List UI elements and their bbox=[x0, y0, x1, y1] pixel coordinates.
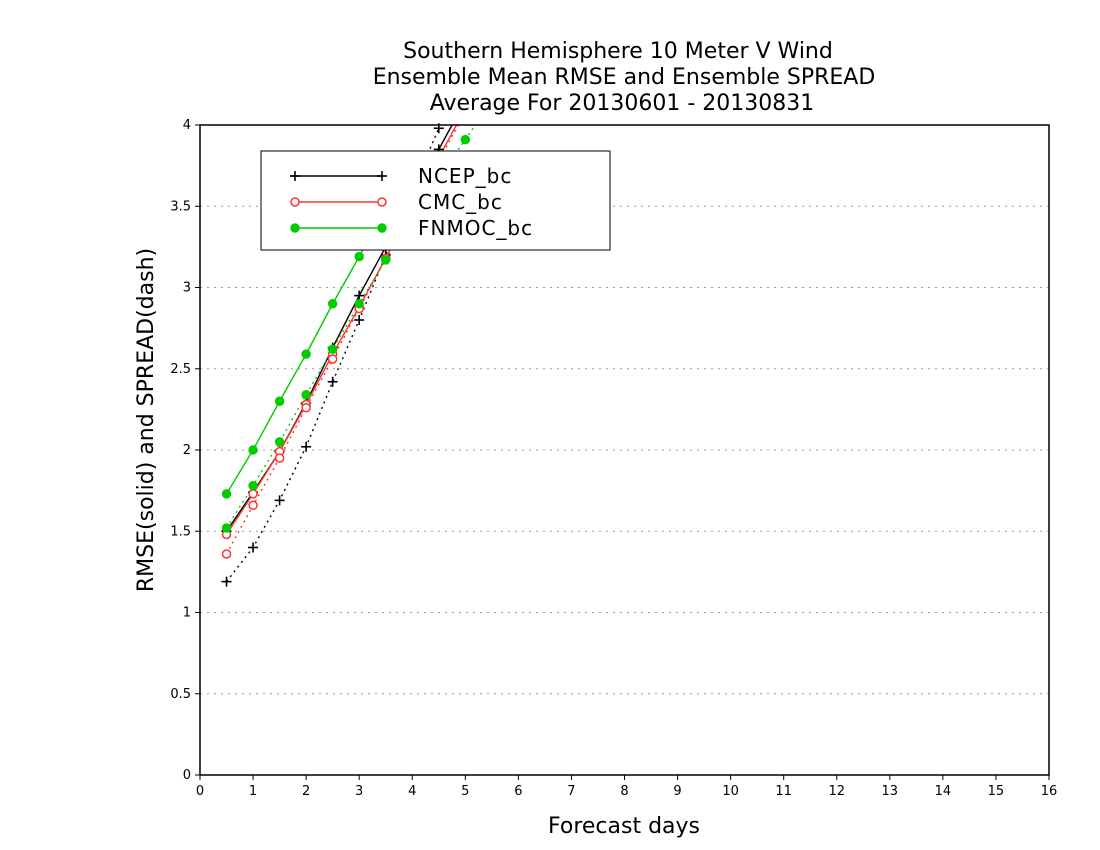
x-tick-label: 4 bbox=[408, 784, 416, 799]
x-tick-label: 16 bbox=[1041, 784, 1058, 799]
series-FNMOC_bc-spread-point bbox=[221, 523, 232, 533]
x-tick-label: 10 bbox=[722, 784, 739, 799]
series-CMC_bc-spread-point bbox=[248, 500, 258, 510]
x-tick-label: 12 bbox=[828, 784, 845, 799]
y-tick-label: 4 bbox=[183, 118, 191, 133]
legend-marker-end-FNMOC_bc bbox=[377, 223, 387, 233]
legend-marker-start-NCEP_bc bbox=[290, 171, 300, 181]
series-NCEP_bc-spread-line bbox=[225, 127, 440, 583]
chart-title-line-1: Southern Hemisphere 10 Meter V Wind bbox=[403, 39, 833, 64]
x-axis-label: Forecast days bbox=[548, 814, 700, 839]
legend-marker-start-CMC_bc bbox=[290, 197, 300, 207]
series-NCEP_bc-spread-point bbox=[274, 495, 285, 506]
x-tick-label: 13 bbox=[882, 784, 899, 799]
gridlines bbox=[200, 205, 1049, 695]
x-tick-label: 11 bbox=[775, 784, 792, 799]
x-tick-label: 1 bbox=[249, 784, 257, 799]
y-axis-label: RMSE(solid) and SPREAD(dash) bbox=[134, 248, 159, 592]
x-tick-label: 15 bbox=[988, 784, 1005, 799]
series-FNMOC_bc-spread-point bbox=[460, 134, 471, 145]
series-NCEP_bc-rmse-point bbox=[354, 290, 365, 301]
series-FNMOC_bc-rmse-point bbox=[327, 299, 338, 309]
x-tick-label: 14 bbox=[935, 784, 952, 799]
series-FNMOC_bc-rmse-point bbox=[221, 489, 232, 499]
legend-label-FNMOC_bc: FNMOC_bc bbox=[418, 216, 533, 240]
chart-title: Southern Hemisphere 10 Meter V Wind Ense… bbox=[373, 39, 876, 116]
legend-marker-end-NCEP_bc bbox=[377, 171, 387, 181]
legend-marker-end-CMC_bc bbox=[377, 197, 387, 207]
series-NCEP_bc-spread-point bbox=[301, 441, 312, 452]
y-tick-label: 2 bbox=[183, 443, 191, 458]
series-FNMOC_bc-spread-line bbox=[225, 125, 477, 529]
y-tick-label: 0.5 bbox=[170, 687, 191, 702]
y-tick-label: 2.5 bbox=[170, 362, 191, 377]
series-NCEP_bc-spread-point bbox=[248, 542, 259, 553]
legend-label-NCEP_bc: NCEP_bc bbox=[418, 164, 512, 188]
series-FNMOC_bc-rmse-point bbox=[301, 349, 311, 359]
x-tick-label: 6 bbox=[514, 784, 522, 799]
x-axis: 0 1 2 3 4 5 6 7 8 9 10 11 12 13 14 15 16 bbox=[196, 775, 1057, 799]
series-CMC_bc-spread-point bbox=[274, 453, 285, 463]
series-FNMOC_bc-spread-point bbox=[248, 481, 258, 491]
series-NCEP_bc-spread-point bbox=[221, 576, 232, 587]
x-tick-label: 0 bbox=[196, 784, 204, 799]
series-FNMOC_bc-rmse-point bbox=[248, 445, 258, 455]
legend-label-CMC_bc: CMC_bc bbox=[418, 190, 503, 214]
x-tick-label: 5 bbox=[461, 784, 469, 799]
series-FNMOC_bc-rmse-point bbox=[274, 396, 285, 406]
y-tick-label: 3 bbox=[183, 281, 191, 296]
series-CMC_bc-spread-point bbox=[221, 549, 232, 559]
series-CMC_bc-rmse-point bbox=[248, 489, 258, 499]
y-axis: 0 0.5 1 1.5 2 2.5 3 3.5 4 bbox=[170, 118, 200, 783]
y-tick-label: 1.5 bbox=[170, 524, 191, 539]
series-CMC_bc-spread-point bbox=[301, 403, 311, 413]
series-FNMOC_bc-spread-point bbox=[327, 344, 338, 354]
chart-title-line-3: Average For 20130601 - 20130831 bbox=[430, 91, 815, 116]
y-tick-label: 1 bbox=[183, 606, 191, 621]
series-FNMOC_bc-spread-point bbox=[301, 390, 311, 400]
x-tick-label: 8 bbox=[620, 784, 628, 799]
series-NCEP_bc-spread-point bbox=[354, 315, 365, 325]
series-FNMOC_bc-rmse-point bbox=[354, 251, 364, 262]
series-NCEP_bc-spread-point bbox=[327, 376, 338, 387]
x-tick-label: 3 bbox=[355, 784, 363, 799]
chart-title-line-2: Ensemble Mean RMSE and Ensemble SPREAD bbox=[373, 65, 876, 90]
y-tick-label: 3.5 bbox=[170, 199, 191, 214]
series-FNMOC_bc-spread-point bbox=[381, 255, 391, 265]
series-FNMOC_bc-spread-point bbox=[354, 299, 364, 309]
legend-box bbox=[260, 150, 611, 251]
x-tick-label: 7 bbox=[567, 784, 575, 799]
series-CMC_bc-spread-point bbox=[327, 354, 338, 364]
y-tick-label: 0 bbox=[183, 768, 191, 783]
x-tick-label: 9 bbox=[673, 784, 681, 799]
series-FNMOC_bc-spread-point bbox=[274, 437, 285, 447]
x-tick-label: 2 bbox=[302, 784, 310, 799]
legend-marker-start-FNMOC_bc bbox=[290, 223, 300, 233]
